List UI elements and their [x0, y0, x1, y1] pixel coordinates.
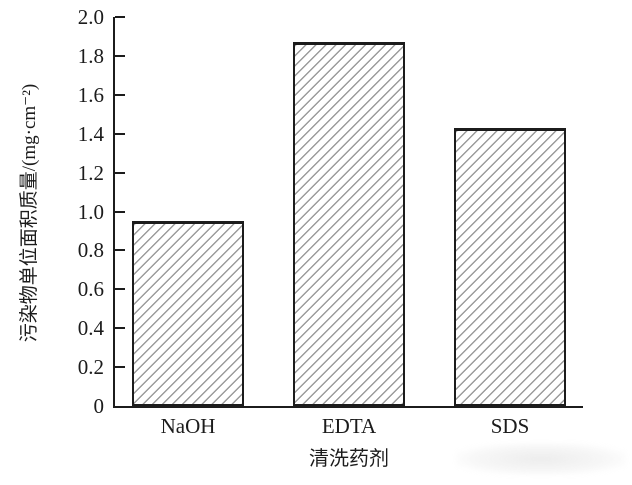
y-tick-mark	[115, 132, 125, 135]
y-tick-label: 0.4	[77, 316, 104, 341]
y-tick-label: 1.6	[77, 82, 104, 107]
y-tick-mark	[115, 93, 125, 96]
x-tick-label-sds: SDS	[490, 414, 530, 438]
y-tick-label: 1.2	[77, 160, 104, 185]
y-tick-label: 1.8	[77, 43, 104, 68]
y-tick-label: 0	[93, 394, 105, 418]
y-tick-mark	[115, 16, 125, 18]
y-tick-mark	[115, 366, 125, 369]
y-tick-label: 0.2	[77, 355, 104, 380]
y-tick-mark	[115, 288, 125, 291]
bar-edta	[293, 42, 405, 406]
y-tick-mark	[115, 210, 125, 213]
y-tick-label: 0.6	[77, 277, 104, 302]
x-tick-label-naoh: NaOH	[160, 414, 216, 438]
bar-naoh	[132, 221, 244, 406]
y-tick-label: 2.0	[77, 5, 104, 29]
y-tick-mark	[115, 327, 125, 330]
plot-area	[113, 16, 583, 408]
x-axis-title: 清洗药剂	[309, 448, 389, 470]
x-tick-label-edta: EDTA	[321, 414, 377, 438]
y-tick-mark	[115, 54, 125, 57]
y-tick-label: 1.4	[77, 121, 104, 146]
y-tick-label: 0.8	[77, 238, 104, 263]
watermark-smudge	[456, 443, 626, 475]
y-tick-mark	[115, 249, 125, 252]
bar-sds	[454, 128, 566, 406]
y-tick-mark	[115, 171, 125, 174]
y-tick-label: 1.0	[77, 199, 104, 224]
